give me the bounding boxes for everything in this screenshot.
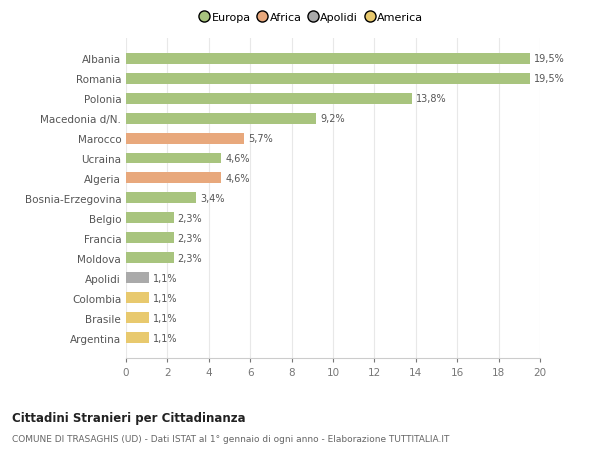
Text: 1,1%: 1,1%	[153, 333, 178, 343]
Text: 9,2%: 9,2%	[320, 114, 345, 124]
Text: 1,1%: 1,1%	[153, 293, 178, 303]
Text: 2,3%: 2,3%	[178, 213, 202, 224]
Text: 2,3%: 2,3%	[178, 253, 202, 263]
Bar	[126, 273, 149, 284]
Text: Cittadini Stranieri per Cittadinanza: Cittadini Stranieri per Cittadinanza	[12, 411, 245, 424]
Text: 19,5%: 19,5%	[534, 74, 565, 84]
Bar	[126, 173, 221, 184]
Bar	[126, 133, 244, 144]
Bar	[126, 54, 530, 64]
Bar	[126, 93, 412, 104]
Bar	[126, 253, 173, 264]
Text: 19,5%: 19,5%	[534, 54, 565, 64]
Bar	[126, 333, 149, 343]
Legend: Europa, Africa, Apolidi, America: Europa, Africa, Apolidi, America	[202, 13, 423, 23]
Text: 1,1%: 1,1%	[153, 313, 178, 323]
Text: 2,3%: 2,3%	[178, 233, 202, 243]
Text: 1,1%: 1,1%	[153, 273, 178, 283]
Text: 5,7%: 5,7%	[248, 134, 273, 144]
Bar	[126, 233, 173, 244]
Text: COMUNE DI TRASAGHIS (UD) - Dati ISTAT al 1° gennaio di ogni anno - Elaborazione : COMUNE DI TRASAGHIS (UD) - Dati ISTAT al…	[12, 434, 449, 443]
Bar	[126, 153, 221, 164]
Bar	[126, 113, 316, 124]
Bar	[126, 73, 530, 84]
Bar	[126, 193, 196, 204]
Text: 4,6%: 4,6%	[226, 154, 250, 164]
Text: 13,8%: 13,8%	[416, 94, 446, 104]
Text: 3,4%: 3,4%	[200, 194, 225, 203]
Bar	[126, 293, 149, 304]
Text: 4,6%: 4,6%	[226, 174, 250, 184]
Bar	[126, 313, 149, 324]
Bar	[126, 213, 173, 224]
